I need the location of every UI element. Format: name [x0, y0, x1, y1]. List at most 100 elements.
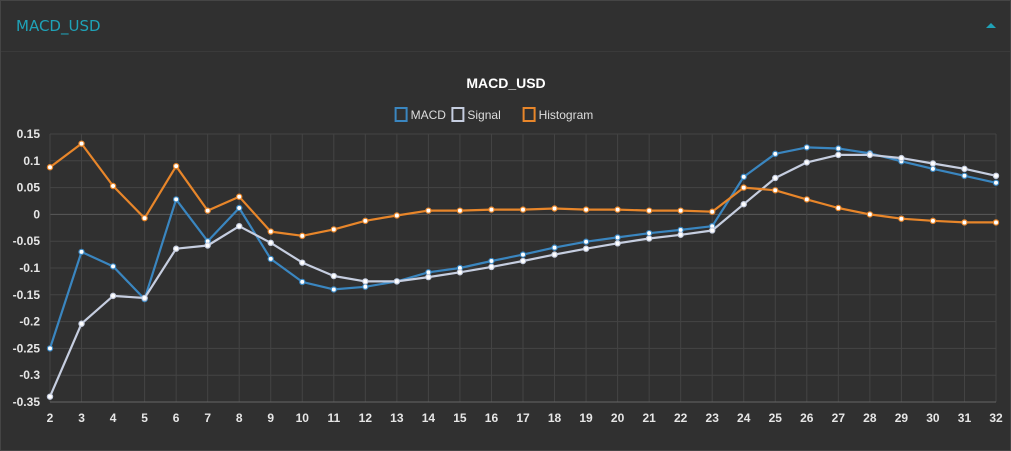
data-point-signal: [898, 154, 905, 162]
y-tick-label: -0.1: [19, 261, 40, 275]
data-point-histogram: [456, 207, 464, 214]
data-point-histogram: [898, 215, 905, 222]
data-point-macd: [267, 255, 274, 263]
data-point-histogram: [929, 217, 937, 225]
x-tick-label: 11: [327, 411, 340, 425]
data-point-signal: [78, 320, 85, 327]
data-point-signal: [992, 172, 1000, 180]
x-tick-label: 4: [110, 411, 117, 425]
x-tick-label: 21: [642, 411, 656, 425]
data-point-histogram: [992, 219, 1000, 226]
x-tick-label: 19: [579, 411, 593, 425]
x-tick-label: 29: [895, 411, 909, 425]
data-point-signal: [772, 174, 779, 182]
data-point-histogram: [835, 204, 842, 212]
data-point-signal: [519, 257, 527, 265]
x-tick-label: 17: [516, 411, 530, 425]
data-point-macd: [299, 278, 306, 286]
data-point-signal: [425, 273, 432, 281]
data-point-histogram: [78, 140, 85, 147]
x-tick-label: 20: [611, 411, 625, 425]
data-point-signal: [740, 201, 747, 208]
data-point-histogram: [866, 211, 874, 218]
data-point-signal: [109, 292, 117, 300]
data-point-histogram: [267, 228, 274, 235]
data-point-macd: [330, 286, 337, 293]
x-tick-label: 32: [989, 411, 1003, 425]
x-tick-label: 24: [737, 411, 751, 425]
x-tick-label: 2: [47, 411, 54, 425]
data-point-macd: [109, 263, 117, 270]
x-tick-label: 22: [674, 411, 688, 425]
y-tick-label: 0.05: [17, 181, 41, 195]
data-point-signal: [299, 259, 306, 266]
data-point-histogram: [172, 162, 180, 170]
data-point-signal: [929, 160, 937, 167]
y-tick-label: 0.15: [17, 127, 41, 141]
chart-title: MACD_USD: [466, 75, 545, 91]
data-point-macd: [235, 204, 243, 212]
data-point-signal: [362, 278, 369, 285]
panel-header[interactable]: MACD_USD: [1, 1, 1010, 52]
data-point-macd: [772, 150, 779, 158]
y-tick-label: -0.05: [13, 234, 41, 248]
data-point-macd: [961, 172, 968, 180]
x-tick-label: 27: [832, 411, 846, 425]
y-tick-label: -0.15: [13, 288, 41, 302]
data-point-histogram: [551, 205, 558, 212]
x-tick-label: 23: [706, 411, 720, 425]
data-point-signal: [456, 269, 464, 276]
data-point-histogram: [393, 212, 401, 219]
data-point-signal: [46, 393, 54, 400]
data-point-macd: [46, 345, 54, 352]
x-tick-label: 31: [958, 411, 972, 425]
x-tick-label: 13: [390, 411, 404, 425]
data-point-signal: [645, 235, 653, 242]
data-point-histogram: [709, 208, 716, 215]
y-tick-label: -0.25: [13, 341, 41, 355]
x-tick-label: 15: [453, 411, 467, 425]
x-tick-label: 8: [236, 411, 243, 425]
data-point-histogram: [141, 214, 148, 222]
data-point-histogram: [299, 232, 306, 240]
x-tick-label: 18: [548, 411, 562, 425]
x-tick-label: 9: [267, 411, 274, 425]
data-point-signal: [488, 263, 495, 271]
data-point-histogram: [109, 182, 117, 190]
data-point-histogram: [488, 206, 495, 213]
data-point-signal: [677, 231, 684, 238]
x-tick-label: 3: [78, 411, 85, 425]
data-point-histogram: [425, 207, 432, 214]
x-tick-label: 25: [769, 411, 783, 425]
data-point-macd: [835, 145, 842, 152]
x-tick-label: 14: [422, 411, 436, 425]
data-point-macd: [172, 196, 180, 203]
y-tick-label: 0: [33, 207, 40, 221]
data-point-signal: [866, 151, 874, 159]
legend-swatch-signal: [451, 107, 465, 122]
legend-label-macd: MACD: [411, 108, 447, 122]
x-tick-label: 30: [926, 411, 940, 425]
data-point-histogram: [772, 187, 779, 194]
data-point-histogram: [362, 217, 369, 225]
data-point-macd: [519, 251, 527, 258]
data-point-macd: [803, 144, 811, 151]
data-point-signal: [267, 239, 274, 247]
x-tick-label: 12: [359, 411, 373, 425]
data-point-macd: [929, 165, 937, 173]
data-point-signal: [582, 245, 590, 252]
data-point-histogram: [582, 206, 590, 213]
x-tick-label: 7: [204, 411, 211, 425]
x-tick-label: 16: [485, 411, 499, 425]
x-tick-label: 26: [800, 411, 814, 425]
data-point-signal: [835, 151, 842, 159]
data-point-macd: [78, 248, 85, 256]
chevron-up-icon[interactable]: [986, 23, 996, 28]
data-point-histogram: [677, 207, 684, 214]
data-point-histogram: [330, 226, 337, 233]
data-point-macd: [582, 238, 590, 245]
y-tick-label: 0.1: [23, 154, 40, 168]
y-tick-label: -0.2: [19, 315, 40, 329]
x-tick-label: 6: [173, 411, 180, 425]
